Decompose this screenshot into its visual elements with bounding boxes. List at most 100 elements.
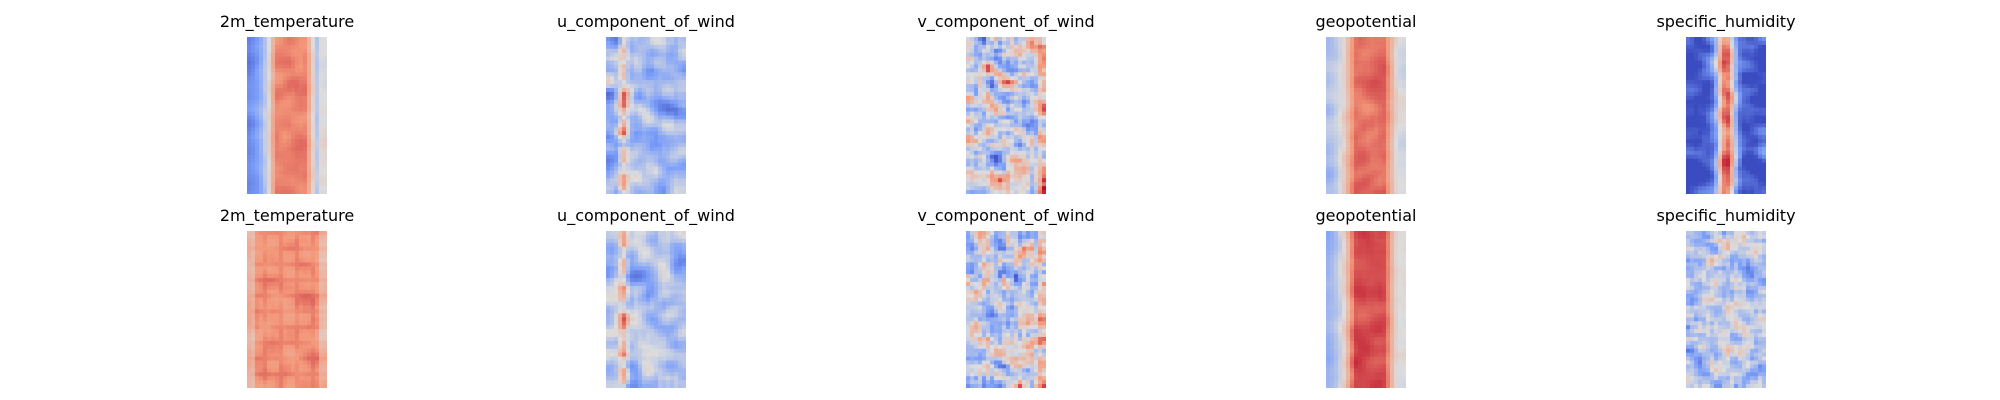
heatmap-cell <box>1370 95 1375 101</box>
heatmap-cell <box>255 250 260 255</box>
heatmap-cell <box>1738 123 1743 128</box>
heatmap-cell <box>978 72 983 77</box>
heatmap-cell <box>303 99 308 105</box>
heatmap-cell <box>1390 135 1395 140</box>
heatmap-cell <box>642 76 647 81</box>
heatmap-cell <box>1726 162 1731 167</box>
heatmap-cell <box>1334 135 1339 140</box>
heatmap-cell <box>247 95 252 101</box>
heatmap-cell <box>303 52 308 58</box>
heatmap-cell <box>319 115 324 120</box>
heatmap-cell <box>1378 64 1383 69</box>
heatmap-cell <box>1702 91 1707 97</box>
heatmap-cell <box>311 333 316 338</box>
heatmap-cell <box>658 111 663 116</box>
heatmap-cell <box>299 336 304 342</box>
heatmap-cell <box>287 182 292 187</box>
heatmap-cell <box>299 115 304 120</box>
heatmap-cell <box>1370 56 1375 61</box>
heatmap-cell <box>287 242 292 248</box>
heatmap-cell <box>670 131 675 136</box>
heatmap-cell <box>1742 84 1747 89</box>
heatmap-cell <box>1382 182 1387 187</box>
heatmap-cell <box>1330 186 1335 191</box>
heatmap-cell <box>1734 182 1739 187</box>
heatmap-cell <box>634 64 639 69</box>
heatmap-cell <box>307 40 312 46</box>
heatmap-cell <box>1366 95 1371 101</box>
heatmap-cell <box>1326 154 1331 160</box>
heatmap-cell <box>982 186 987 191</box>
heatmap-cell <box>1690 154 1695 160</box>
heatmap-cell <box>1702 146 1707 152</box>
heatmap-cell <box>1362 84 1367 89</box>
heatmap-cell <box>319 317 324 322</box>
heatmap-cell <box>291 360 296 365</box>
heatmap-cell <box>1390 95 1395 101</box>
heatmap-cell <box>275 139 280 144</box>
heatmap-cell <box>634 238 639 244</box>
heatmap-cell <box>1722 146 1727 152</box>
heatmap-cell <box>614 127 619 132</box>
heatmap-cell <box>658 178 663 183</box>
heatmap-cell <box>614 119 619 124</box>
heatmap-cell <box>267 380 272 385</box>
heatmap-cell <box>1042 111 1046 116</box>
heatmap-cell <box>1382 174 1387 179</box>
heatmap-cell <box>1382 99 1387 105</box>
heatmap-cell <box>319 329 324 334</box>
heatmap-cell <box>1330 123 1335 128</box>
heatmap-cell <box>1018 135 1023 140</box>
heatmap-cell <box>311 348 316 354</box>
heatmap-cell <box>622 107 627 112</box>
heatmap-cell <box>1326 127 1331 132</box>
heatmap-cell <box>299 135 304 140</box>
heatmap-cell <box>614 166 619 171</box>
heatmap-cell <box>247 242 252 248</box>
heatmap-cell <box>263 119 268 124</box>
heatmap-cell <box>978 170 983 175</box>
heatmap-cell <box>986 60 991 65</box>
heatmap-cell <box>255 352 260 357</box>
heatmap-cell <box>682 56 686 61</box>
heatmap-cell <box>626 246 631 252</box>
heatmap-cell <box>295 80 300 85</box>
heatmap-cell <box>1022 150 1027 156</box>
heatmap-cell <box>275 44 280 50</box>
heatmap-cell <box>307 376 312 381</box>
heatmap-cell <box>315 285 320 291</box>
heatmap-cell <box>662 250 667 255</box>
heatmap-cell <box>315 348 320 354</box>
heatmap-cell <box>1338 80 1343 85</box>
heatmap-cell <box>674 127 679 132</box>
heatmap-cell <box>1034 174 1039 179</box>
heatmap-cell <box>279 380 284 385</box>
heatmap-cell <box>255 384 260 388</box>
heatmap-cell <box>307 76 312 81</box>
heatmap-cell <box>1034 80 1039 85</box>
heatmap-cell <box>1722 103 1727 109</box>
heatmap-cell <box>622 190 627 194</box>
heatmap-cell <box>1034 99 1039 105</box>
heatmap-cell <box>662 146 667 152</box>
heatmap-cell <box>1022 158 1027 163</box>
heatmap-cell <box>634 99 639 105</box>
heatmap-cell <box>303 282 308 287</box>
heatmap-cell <box>291 364 296 369</box>
heatmap-cell <box>263 348 268 354</box>
heatmap-cell <box>614 111 619 116</box>
heatmap-cell <box>618 246 623 252</box>
heatmap-cell <box>1738 139 1743 144</box>
heatmap-cell <box>1738 64 1743 69</box>
heatmap-cell <box>1338 103 1343 109</box>
heatmap-cell <box>1002 178 1007 183</box>
heatmap-cell <box>1370 80 1375 85</box>
heatmap-cell <box>614 91 619 97</box>
heatmap-cell <box>1022 107 1027 112</box>
heatmap-cell <box>307 111 312 116</box>
heatmap-cell <box>670 95 675 101</box>
heatmap-cell <box>654 115 659 120</box>
heatmap-cell <box>1702 115 1707 120</box>
heatmap-cell <box>682 154 686 160</box>
heatmap-cell <box>271 364 276 369</box>
